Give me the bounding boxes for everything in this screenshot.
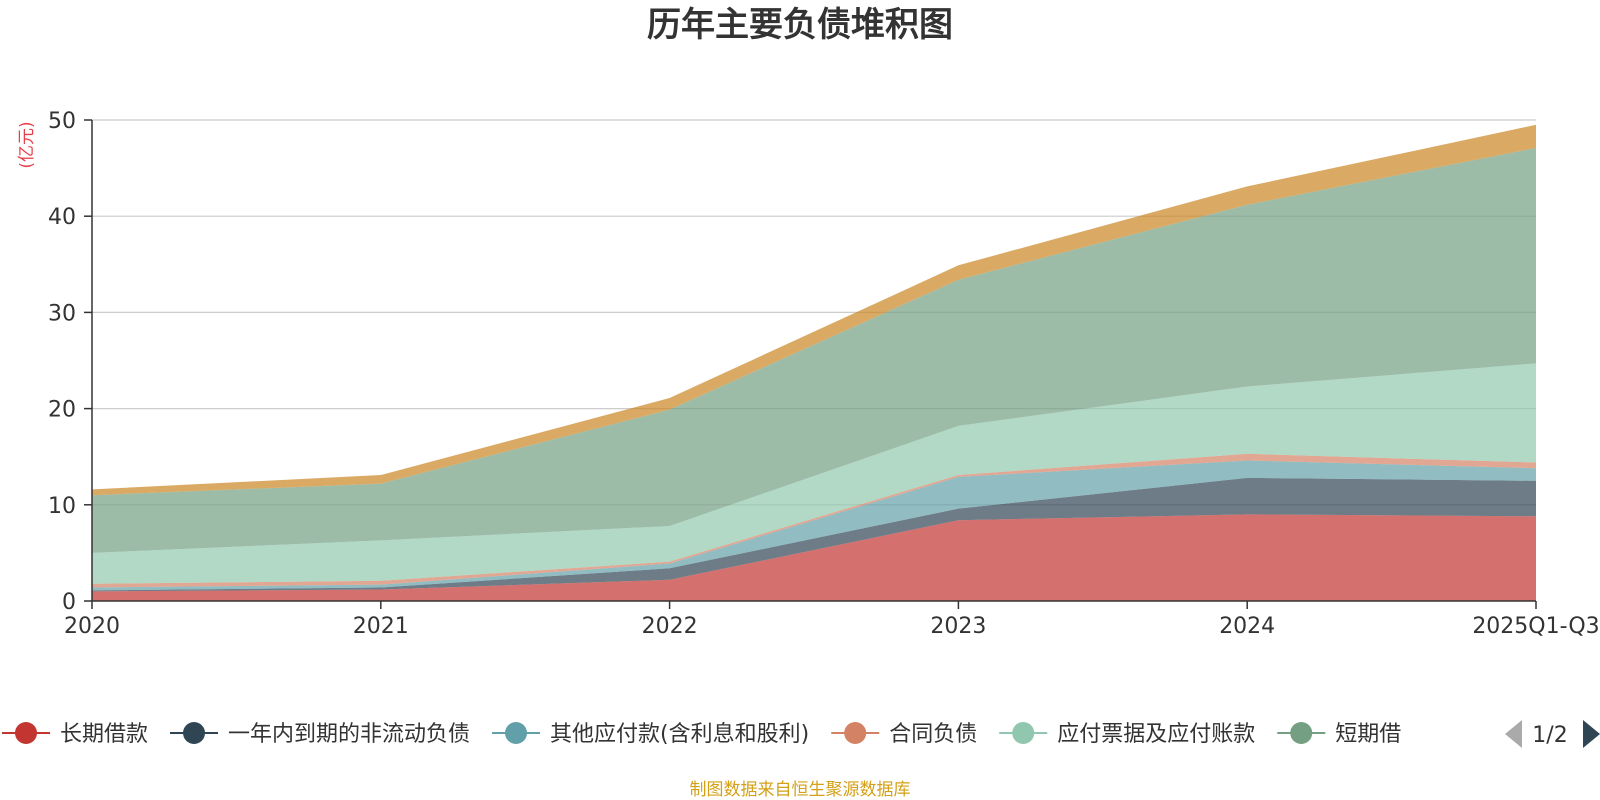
legend-label: 合同负债 [889,722,977,747]
legend-marker-icon [844,722,867,744]
legend-next-icon[interactable] [1583,720,1600,748]
legend-marker-icon [1290,722,1313,744]
area-series-2[interactable] [92,460,1536,591]
legend-label: 一年内到期的非流动负债 [228,722,470,747]
area-series-0[interactable] [92,514,1536,601]
y-tick-label: 10 [48,494,76,519]
legend: 长期借款 一年内到期的非流动负债 其他应付款(含利息和股利) 合同负债 应付票据及应付账… [2,722,1401,747]
area-series-1[interactable] [92,477,1536,592]
legend-marker-icon [505,722,528,744]
data-source-note: 制图数据来自恒生聚源数据库 [690,780,911,800]
y-tick-label: 20 [48,398,76,423]
y-tick-label: 50 [48,109,76,134]
legend-item-3[interactable]: 合同负债 [831,722,977,747]
axes [91,120,1536,602]
legend-label: 长期借款 [60,722,148,747]
legend-marker-icon [1012,722,1035,744]
y-axis-ticks: 0 10 20 30 40 50 [48,109,92,615]
area-series-4[interactable] [92,363,1536,584]
legend-item-2[interactable]: 其他应付款(含利息和股利) [492,722,809,747]
x-tick-label: 2020 [64,614,120,639]
area-series-5[interactable] [92,147,1536,553]
legend-item-0[interactable]: 长期借款 [2,722,148,747]
y-tick-label: 30 [48,301,76,326]
legend-item-1[interactable]: 一年内到期的非流动负债 [170,722,470,747]
legend-label: 应付票据及应付账款 [1057,722,1255,747]
legend-label: 其他应付款(含利息和股利) [550,722,809,747]
legend-prev-icon[interactable] [1505,720,1522,748]
legend-page-indicator: 1/2 [1532,723,1567,748]
legend-item-5[interactable]: 短期借 [1277,722,1401,747]
x-tick-label: 2022 [642,614,698,639]
legend-marker-icon [183,722,206,744]
area-series-6[interactable] [92,124,1536,496]
legend-item-4[interactable]: 应付票据及应付账款 [999,722,1255,747]
chart-title: 历年主要负债堆积图 [647,5,953,45]
legend-pager: 1/2 [1505,720,1600,748]
y-tick-label: 0 [62,590,76,615]
x-axis-ticks: 2020 2021 2022 2023 2024 2025Q1-Q3 [64,601,1600,639]
area-series [92,124,1536,601]
y-tick-label: 40 [48,205,76,230]
y-unit-label: (亿元) [17,121,37,168]
x-tick-label: 2021 [353,614,409,639]
legend-label: 短期借 [1335,722,1401,747]
x-tick-label: 2025Q1-Q3 [1472,614,1599,639]
x-tick-label: 2024 [1219,614,1275,639]
x-tick-label: 2023 [930,614,986,639]
legend-marker-icon [15,722,37,744]
